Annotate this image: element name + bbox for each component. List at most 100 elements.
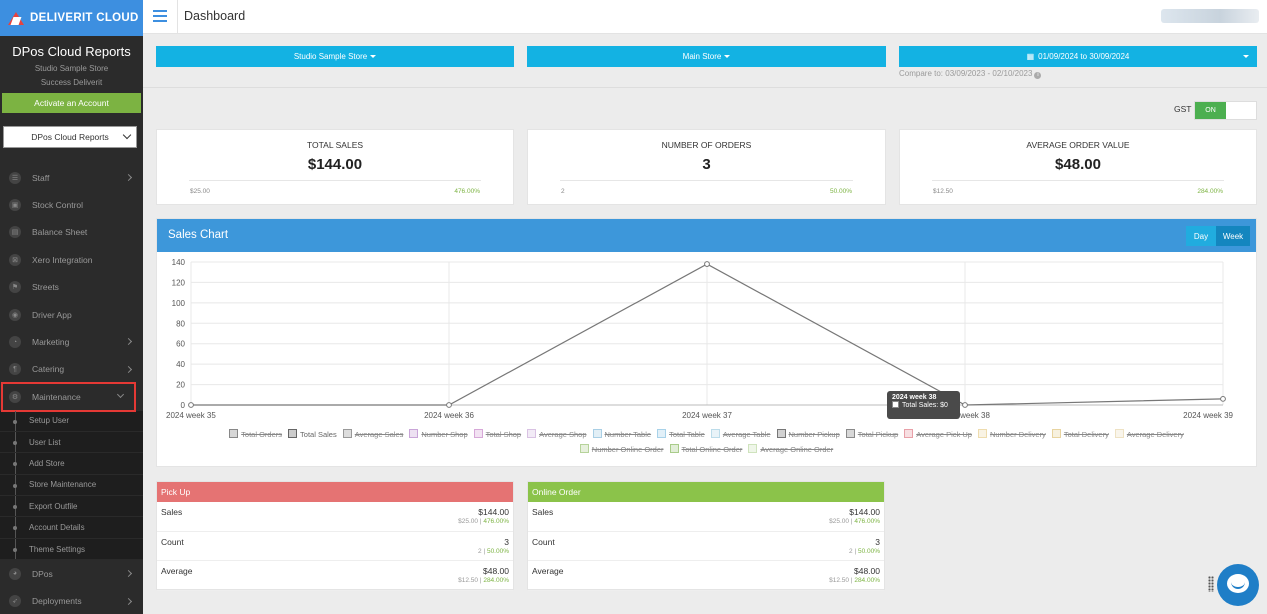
chart-tooltip: 2024 week 38 Total Sales: $0 <box>887 391 960 419</box>
pickup-panel: Pick Up Sales $144.00 $25.00 | 476.00% Count… <box>156 481 514 591</box>
sidebar-item-balance-sheet[interactable]: ▤ Balance Sheet <box>0 219 143 246</box>
legend-item[interactable]: Number Table <box>592 427 651 442</box>
legend-item[interactable]: Total Shop <box>473 427 521 442</box>
legend-swatch <box>710 429 720 438</box>
legend-item[interactable]: Average Delivery <box>1114 427 1184 442</box>
row-label: Sales <box>532 507 554 517</box>
panel-row: Count 3 2 | 50.00% <box>157 532 513 561</box>
legend-swatch <box>229 429 239 438</box>
submenu-item-setup-user[interactable]: Setup User <box>0 410 143 432</box>
kpi-label: AVERAGE ORDER VALUE <box>1026 140 1130 150</box>
legend-item[interactable]: Total Sales <box>288 427 337 442</box>
row-change: 284.00% <box>854 577 880 584</box>
hamburger-menu-icon[interactable] <box>153 10 167 22</box>
y-tick-label: 100 <box>172 299 186 308</box>
report-select[interactable]: DPos Cloud Reports <box>3 126 137 148</box>
sidebar-title: DPos Cloud Reports <box>12 44 131 59</box>
legend-label: Average Table <box>722 430 771 439</box>
panel-header: Pick Up <box>157 482 513 502</box>
store-group-dropdown[interactable]: Studio Sample Store <box>156 46 514 67</box>
sidebar-item-marketing[interactable]: ◔ Marketing <box>0 328 143 355</box>
legend-item[interactable]: Number Delivery <box>977 427 1046 442</box>
legend-item[interactable]: Average Table <box>710 427 771 442</box>
bullhorn-icon: ◔ <box>9 336 21 349</box>
sidebar-item-staff[interactable]: ☰ Staff <box>0 164 143 191</box>
legend-label: Number Shop <box>421 430 468 439</box>
sidebar-item-label: DPos <box>32 568 53 579</box>
submenu-item-user-list[interactable]: User List <box>0 431 143 454</box>
week-toggle-button[interactable]: Week <box>1216 226 1250 246</box>
row-previous: $25.00 | <box>829 518 855 525</box>
sidebar-item-dpos[interactable]: ◕ DPos <box>0 560 143 587</box>
legend-item[interactable]: Total Delivery <box>1051 427 1109 442</box>
data-point <box>962 402 968 408</box>
kpi-previous: $25.00 <box>190 188 210 195</box>
gst-toggle[interactable]: ON <box>1194 101 1257 120</box>
row-label: Count <box>161 536 184 547</box>
data-point <box>446 402 452 408</box>
sidebar-item-label: Catering <box>32 364 65 375</box>
chart-title: Sales Chart <box>168 229 229 241</box>
legend-label: Average Sales <box>354 430 404 439</box>
sales-chart-panel: Sales Chart Day Week 0 20 40 60 80 100 120 140 2… <box>156 218 1257 467</box>
panel-row: Sales $144.00 $25.00 | 476.00% <box>528 502 884 532</box>
chat-bubble-icon[interactable] <box>1217 564 1259 606</box>
sidebar-item-deployments[interactable]: ➶ Deployments <box>0 588 143 614</box>
legend-item[interactable]: Total Table <box>657 427 705 442</box>
legend-item[interactable]: Number Shop <box>409 427 468 442</box>
row-change: 50.00% <box>486 547 509 555</box>
brand-bar[interactable]: DELIVERIT CLOUD <box>0 0 143 36</box>
sidebar-item-xero-integration[interactable]: ⊠ Xero Integration <box>0 246 143 273</box>
sidebar-item-driver-app[interactable]: ◉ Driver App <box>0 301 143 328</box>
legend-label: Total Delivery <box>1063 430 1109 439</box>
row-value: $144.00 <box>849 507 880 517</box>
submenu-item-account-details[interactable]: Account Details <box>0 517 143 539</box>
sidebar-item-label: Maintenance <box>32 391 81 402</box>
tooltip-value: Total Sales: $0 <box>902 402 948 409</box>
legend-item[interactable]: Total Online Order <box>669 442 742 457</box>
sidebar-item-stock-control[interactable]: ▣ Stock Control <box>0 191 143 218</box>
submenu-item-add-store[interactable]: Add Store <box>0 453 143 475</box>
kpi-change: 50.00% <box>829 188 852 195</box>
legend-item[interactable]: Number Pickup <box>776 427 840 442</box>
legend-item[interactable]: Average Pick Up <box>904 427 972 442</box>
chevron-right-icon <box>124 365 133 373</box>
sidebar-subtitle: Success Deliverit <box>40 78 103 87</box>
legend-label: Average Shop <box>539 430 587 439</box>
submenu-item-export-outfile[interactable]: Export Outfile <box>0 496 143 518</box>
legend-item[interactable]: Total Pickup <box>845 427 899 442</box>
chart-header: Sales Chart Day Week <box>157 219 1256 252</box>
sidebar-item-maintenance[interactable]: ⚙ Maintenance <box>1 382 136 412</box>
compare-text: Compare to: 03/09/2023 - 02/10/2023 i <box>899 69 1042 79</box>
legend-label: Total Sales <box>300 430 337 439</box>
kpi-label: TOTAL SALES <box>306 140 364 150</box>
kpi-change: 476.00% <box>454 188 480 195</box>
row-comparison: $25.00 | 476.00% <box>458 518 509 525</box>
sidebar-item-streets[interactable]: ⚑ Streets <box>0 274 143 301</box>
activate-account-button[interactable]: Activate an Account <box>2 93 141 113</box>
store-dropdown[interactable]: Main Store <box>527 46 886 67</box>
legend-item[interactable]: Average Shop <box>527 427 587 442</box>
submenu-item-theme-settings[interactable]: Theme Settings <box>0 538 143 561</box>
kpi-change: 284.00% <box>1197 188 1223 195</box>
date-range-picker[interactable]: ▦ 01/09/2024 to 30/09/2024 <box>899 46 1257 67</box>
legend-item[interactable]: Average Online Order <box>748 442 833 457</box>
legend-item[interactable]: Number Online Order <box>579 442 664 457</box>
x-tick-label: 2024 week 35 <box>166 411 216 420</box>
calendar-icon: ▦ <box>1026 52 1035 61</box>
legend-item[interactable]: Average Sales <box>342 427 404 442</box>
kpi-value: $48.00 <box>1055 156 1101 173</box>
info-icon[interactable]: i <box>1034 72 1042 79</box>
submenu-item-store-maintenance[interactable]: Store Maintenance <box>0 474 143 497</box>
legend-label: Total Pickup <box>857 430 899 439</box>
xero-icon: ⊠ <box>9 253 21 266</box>
sidebar-item-catering[interactable]: ¶ Catering <box>0 356 143 383</box>
legend-item[interactable]: Total Orders <box>229 427 282 442</box>
legend-swatch <box>748 444 758 453</box>
day-toggle-button[interactable]: Day <box>1186 226 1216 246</box>
maintenance-submenu: Setup User User List Add Store Store Mai… <box>0 410 143 561</box>
drag-handle-icon[interactable] <box>1208 576 1214 592</box>
user-menu[interactable] <box>1161 9 1259 23</box>
legend-label: Number Online Order <box>591 445 664 454</box>
tooltip-title: 2024 week 38 <box>892 394 937 401</box>
